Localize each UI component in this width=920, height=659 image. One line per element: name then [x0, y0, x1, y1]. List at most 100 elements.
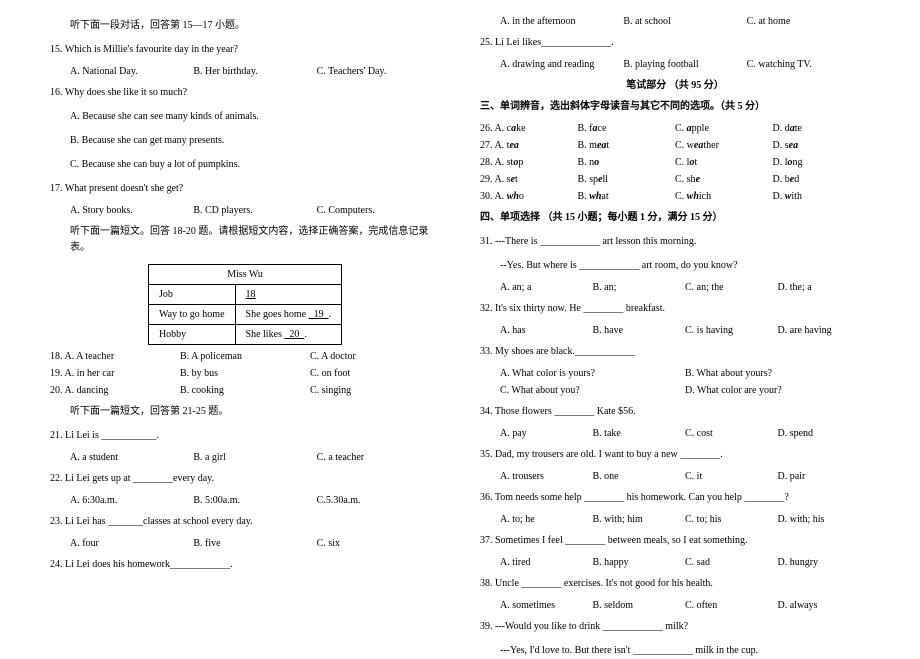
opt: B. take	[593, 428, 686, 439]
opt: B. happy	[593, 557, 686, 568]
opt: A. four	[70, 538, 193, 549]
opt: 19. A. in her car	[50, 368, 180, 379]
opt: D. with; his	[778, 514, 871, 525]
opt: B. one	[593, 471, 686, 482]
opt: C. cost	[685, 428, 778, 439]
opt: B. Her birthday.	[193, 66, 316, 77]
q21: 21. Li Lei is ___________.	[50, 428, 440, 444]
dialogue-intro-1: 听下面一段对话，回答第 15—17 小题。	[50, 18, 440, 34]
opt: D. always	[778, 600, 871, 611]
info-table: Miss Wu Job 18 Way to go homeShe goes ho…	[148, 264, 342, 345]
opt: B. have	[593, 325, 686, 336]
opt: C. she	[675, 174, 773, 185]
opt: C. a teacher	[317, 452, 440, 463]
opt: C. Computers.	[317, 205, 440, 216]
opt: C. What about you?	[500, 385, 685, 396]
q15: 15. Which is Millie's favourite day in t…	[50, 42, 440, 58]
q16c: C. Because she can buy a lot of pumpkins…	[50, 157, 440, 173]
opt: B. What about yours?	[685, 368, 870, 379]
opt: C.5.30a.m.	[317, 495, 440, 506]
q17: 17. What present doesn't she get?	[50, 181, 440, 197]
q22: 22. Li Lei gets up at ________every day.	[50, 471, 440, 487]
opt: C. is having	[685, 325, 778, 336]
q30: 30. A. who B. what C. which D. with	[480, 191, 870, 202]
th: Miss Wu	[148, 265, 341, 285]
q19-opts: 19. A. in her car B. by bus C. on foot	[50, 368, 440, 379]
q16: 16. Why does she like it so much?	[50, 85, 440, 101]
passage-intro-3: 听下面一篇短文，回答第 21-25 题。	[50, 404, 440, 420]
opt: C. six	[317, 538, 440, 549]
opt: C. apple	[675, 123, 773, 134]
cell: She likes 20 .	[235, 325, 342, 345]
q26: 26. A. cake B. face C. apple D. date	[480, 123, 870, 134]
opt: B. playing football	[623, 59, 746, 70]
opt: B. seldom	[593, 600, 686, 611]
q37: 37. Sometimes I feel ________ between me…	[480, 533, 870, 549]
q17-opts: A. Story books. B. CD players. C. Comput…	[50, 205, 440, 216]
opt: A. an; a	[500, 282, 593, 293]
opt: D. long	[773, 157, 871, 168]
opt: 28. A. stop	[480, 157, 578, 168]
opt: D. spend	[778, 428, 871, 439]
opt: 30. A. who	[480, 191, 578, 202]
q22-opts: A. 6:30a.m. B. 5:00a.m. C.5.30a.m.	[50, 495, 440, 506]
opt: C. lot	[675, 157, 773, 168]
left-column: 听下面一段对话，回答第 15—17 小题。 15. Which is Milli…	[30, 10, 460, 641]
cell: 18	[235, 285, 342, 305]
opt: A. Story books.	[70, 205, 193, 216]
opt: D. sea	[773, 140, 871, 151]
q23-opts: A. four B. five C. six	[50, 538, 440, 549]
opt: D. date	[773, 123, 871, 134]
q39b: ---Yes, I'd love to. But there isn't ___…	[480, 643, 870, 659]
opt: B. no	[578, 157, 676, 168]
opt: A. What color is yours?	[500, 368, 685, 379]
opt: A. pay	[500, 428, 593, 439]
opt: C. weather	[675, 140, 773, 151]
opt: A. to; he	[500, 514, 593, 525]
q21-opts: A. a student B. a girl C. a teacher	[50, 452, 440, 463]
section-4-title: 四、单项选择 （共 15 小题；每小题 1 分，满分 15 分）	[480, 210, 870, 226]
opt: D. with	[773, 191, 871, 202]
passage-intro-2: 听下面一篇短文。回答 18-20 题。请根据短文内容，选择正确答案，完成信息记录…	[50, 224, 440, 256]
q24: 24. Li Lei does his homework____________…	[50, 557, 440, 573]
q25: 25. Li Lei likes______________.	[480, 35, 870, 51]
opt: A. in the afternoon	[500, 16, 623, 27]
opt: B. meat	[578, 140, 676, 151]
opt: A. a student	[70, 452, 193, 463]
q35-opts: A. trousersB. oneC. itD. pair	[480, 471, 870, 482]
opt: B. an;	[593, 282, 686, 293]
q33-opts1: A. What color is yours?B. What about you…	[480, 368, 870, 379]
q33-opts2: C. What about you?D. What color are your…	[480, 385, 870, 396]
q28: 28. A. stop B. no C. lot D. long	[480, 157, 870, 168]
opt: A. sometimes	[500, 600, 593, 611]
opt: C. an; the	[685, 282, 778, 293]
opt: B. cooking	[180, 385, 310, 396]
opt: D. What color are your?	[685, 385, 870, 396]
opt: C. singing	[310, 385, 440, 396]
q37-opts: A. tiredB. happyC. sadD. hungry	[480, 557, 870, 568]
cell: Hobby	[148, 325, 235, 345]
opt: D. pair	[778, 471, 871, 482]
opt: C. A doctor	[310, 351, 440, 362]
exam-page: 听下面一段对话，回答第 15—17 小题。 15. Which is Milli…	[0, 0, 920, 651]
opt: B. 5:00a.m.	[193, 495, 316, 506]
q33: 33. My shoes are black.____________	[480, 344, 870, 360]
q18-opts: 18. A. A teacher B. A policeman C. A doc…	[50, 351, 440, 362]
q36: 36. Tom needs some help ________ his hom…	[480, 490, 870, 506]
cell: She goes home 19 .	[235, 305, 342, 325]
opt: B. face	[578, 123, 676, 134]
opt: B. at school	[623, 16, 746, 27]
opt: C. at home	[747, 16, 870, 27]
opt: 29. A. set	[480, 174, 578, 185]
opt: C. on foot	[310, 368, 440, 379]
opt: B. CD players.	[193, 205, 316, 216]
q31-opts: A. an; aB. an;C. an; theD. the; a	[480, 282, 870, 293]
opt: 18. A. A teacher	[50, 351, 180, 362]
q39: 39. ---Would you like to drink _________…	[480, 619, 870, 635]
q31b: --Yes. But where is ____________ art roo…	[480, 258, 870, 274]
q20-opts: 20. A. dancing B. cooking C. singing	[50, 385, 440, 396]
q27: 27. A. tea B. meat C. weather D. sea	[480, 140, 870, 151]
opt: B. A policeman	[180, 351, 310, 362]
opt: B. what	[578, 191, 676, 202]
q38-opts: A. sometimesB. seldomC. oftenD. always	[480, 600, 870, 611]
